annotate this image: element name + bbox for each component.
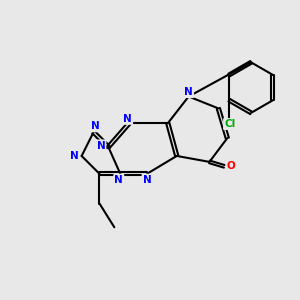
Text: N: N <box>114 175 123 185</box>
Text: N: N <box>143 175 152 185</box>
Text: Cl: Cl <box>224 119 236 129</box>
Text: O: O <box>226 161 235 171</box>
Text: N: N <box>184 87 193 97</box>
Text: N: N <box>123 114 132 124</box>
Text: N: N <box>70 151 79 161</box>
Text: N: N <box>91 121 99 131</box>
Text: N: N <box>97 140 105 151</box>
